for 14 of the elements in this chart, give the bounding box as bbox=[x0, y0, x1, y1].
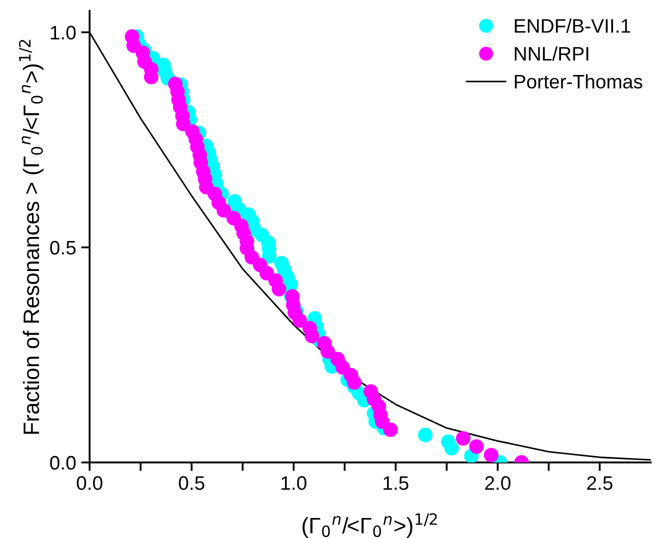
y-axis-title: Fraction of Resonances > (Γ$_{0}$$^{n}$/<Γ$_{0}$$^{n}$>)$^{1/2}$ bbox=[18, 40, 44, 434]
x-tick-label: 1.0 bbox=[282, 476, 306, 490]
legend-label: Porter-Thomas bbox=[514, 74, 642, 89]
legend-label: ENDF/B-VII.1 bbox=[514, 18, 630, 33]
x-tick-label: 2.0 bbox=[485, 476, 510, 490]
x-axis-title: (Γ$_{0}$$^{n}$/<Γ$_{0}$$^{n}$>)$^{1/2}$ bbox=[302, 513, 437, 538]
x-tick-label: 2.5 bbox=[587, 476, 612, 490]
y-tick-label: 0.5 bbox=[50, 240, 76, 255]
x-tick-label: 1.5 bbox=[384, 476, 408, 490]
legend-label: NNL/RPI bbox=[514, 46, 588, 61]
x-tick-label: 0.0 bbox=[76, 476, 102, 490]
y-tick-label: 0.0 bbox=[50, 456, 76, 470]
x-tick-label: 0.5 bbox=[178, 476, 204, 490]
y-tick-label: 1.0 bbox=[50, 26, 76, 40]
